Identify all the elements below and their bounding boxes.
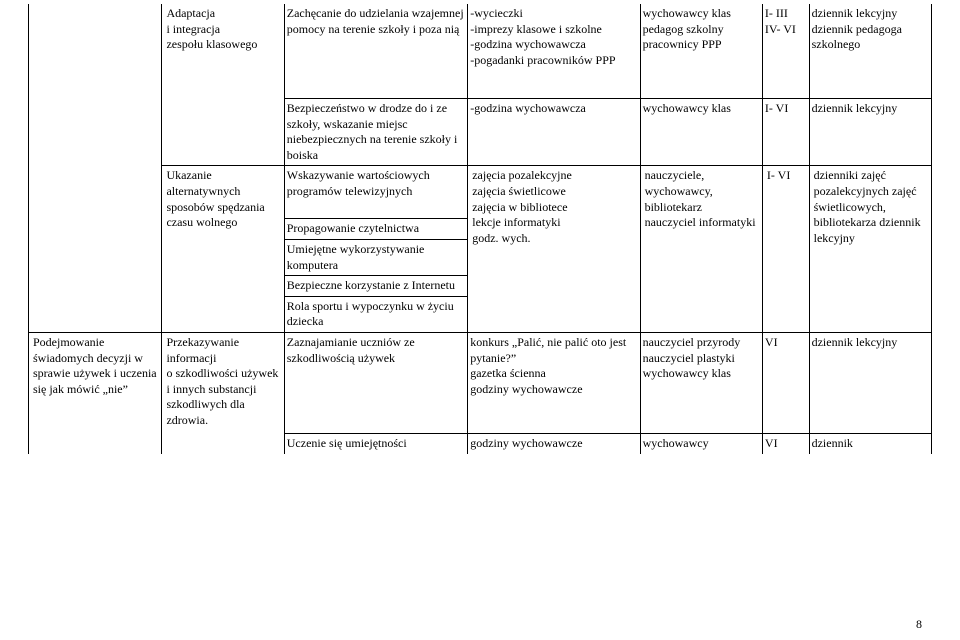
cell-col5-c: nauczyciel przyrody nauczyciel plastyki … bbox=[640, 332, 762, 453]
table-row: Podejmowanie świadomych decyzji w sprawi… bbox=[29, 332, 932, 453]
cell-col3-b: Wskazywanie wartościowych programów tele… bbox=[284, 166, 467, 333]
cell-col7-c: dziennik lekcyjny dziennik bbox=[809, 332, 931, 453]
inner-cell: dziennik lekcyjnydziennik pedagoga szkol… bbox=[810, 4, 931, 99]
inner-cell: Bezpieczne korzystanie z Internetu bbox=[285, 276, 467, 297]
cell-col7-b: dzienniki zajęć pozalekcyjnych zajęć świ… bbox=[809, 166, 931, 333]
inner-cell: dziennik lekcyjny bbox=[810, 333, 931, 434]
cell-col1-c: Podejmowanie świadomych decyzji w sprawi… bbox=[29, 332, 162, 453]
inner-cell: wychowawcy klas bbox=[641, 99, 762, 119]
inner-cell: Zaznajamianie uczniów ze szkodliwością u… bbox=[285, 333, 467, 434]
inner-cell: I- VI bbox=[763, 99, 809, 119]
table-row: Ukazanie alternatywnych sposobów spędzan… bbox=[29, 166, 932, 333]
inner-cell: Wskazywanie wartościowych programów tele… bbox=[285, 166, 467, 219]
inner-cell: godziny wychowawcze bbox=[468, 433, 639, 453]
inner-cell: Bezpieczeństwo w drodze do i ze szkoły, … bbox=[285, 99, 467, 166]
cell-col2-b: Ukazanie alternatywnych sposobów spędzan… bbox=[162, 166, 284, 333]
cell-col2-a: Adaptacja i integracjazespołu klasowego bbox=[162, 4, 284, 166]
inner-cell: konkurs „Palić, nie palić oto jest pytan… bbox=[468, 333, 639, 434]
cell-col5-a: wychowawcy klaspedagog szkolnypracownicy… bbox=[640, 4, 762, 166]
inner-cell: -godzina wychowawcza bbox=[468, 99, 639, 119]
page-number: 8 bbox=[916, 617, 922, 632]
inner-cell: Zachęcanie do udzielania wzajemnej pomoc… bbox=[285, 4, 467, 99]
inner-cell: dziennik bbox=[810, 433, 931, 453]
inner-cell: Umiejętne wykorzystywanie komputera bbox=[285, 239, 467, 275]
cell-col4-b: zajęcia pozalekcyjnezajęcia świetlicowez… bbox=[468, 166, 640, 333]
inner-cell: -wycieczki-imprezy klasowe i szkolne-god… bbox=[468, 4, 639, 99]
cell-col1-blank bbox=[29, 4, 162, 332]
inner-cell: VI bbox=[763, 333, 809, 434]
inner-cell: nauczyciel przyrody nauczyciel plastyki … bbox=[641, 333, 762, 434]
page-container: Adaptacja i integracjazespołu klasowego … bbox=[0, 0, 960, 640]
inner-cell: Propagowanie czytelnictwa bbox=[285, 219, 467, 240]
inner-cell: Uczenie się umiejętności bbox=[285, 433, 467, 453]
cell-col4-c: konkurs „Palić, nie palić oto jest pytan… bbox=[468, 332, 640, 453]
inner-cell: dziennik lekcyjny bbox=[810, 99, 931, 119]
cell-col6-b: I- VI bbox=[762, 166, 809, 333]
cell-col4-a: -wycieczki-imprezy klasowe i szkolne-god… bbox=[468, 4, 640, 166]
table-row: Adaptacja i integracjazespołu klasowego … bbox=[29, 4, 932, 166]
inner-cell: I- IIIIV- VI bbox=[763, 4, 809, 99]
cell-col3-a: Zachęcanie do udzielania wzajemnej pomoc… bbox=[284, 4, 467, 166]
inner-cell: VI bbox=[763, 433, 809, 453]
inner-cell: Rola sportu i wypoczynku w życiu dziecka bbox=[285, 296, 467, 332]
cell-col3-c: Zaznajamianie uczniów ze szkodliwością u… bbox=[284, 332, 467, 453]
cell-col6-c: VI VI bbox=[762, 332, 809, 453]
inner-cell: wychowawcy bbox=[641, 433, 762, 453]
cell-col7-a: dziennik lekcyjnydziennik pedagoga szkol… bbox=[809, 4, 931, 166]
cell-col2-c: Przekazywanie informacjio szkodliwości u… bbox=[162, 332, 284, 453]
cell-col6-a: I- IIIIV- VI I- VI bbox=[762, 4, 809, 166]
cell-col5-b: nauczyciele, wychowawcy, bibliotekarznau… bbox=[640, 166, 762, 333]
main-table: Adaptacja i integracjazespołu klasowego … bbox=[28, 4, 932, 454]
inner-cell: wychowawcy klaspedagog szkolnypracownicy… bbox=[641, 4, 762, 99]
